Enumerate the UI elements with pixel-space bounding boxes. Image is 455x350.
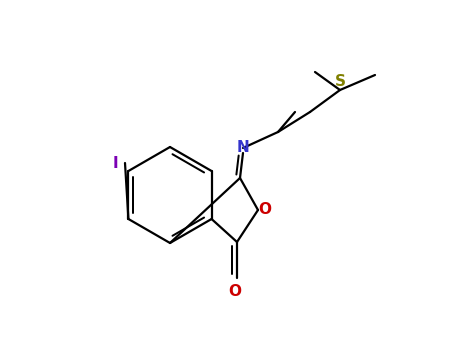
Text: S: S bbox=[334, 75, 345, 90]
Text: O: O bbox=[228, 284, 242, 299]
Text: O: O bbox=[258, 203, 272, 217]
Text: I: I bbox=[112, 155, 118, 170]
Text: N: N bbox=[237, 140, 249, 155]
